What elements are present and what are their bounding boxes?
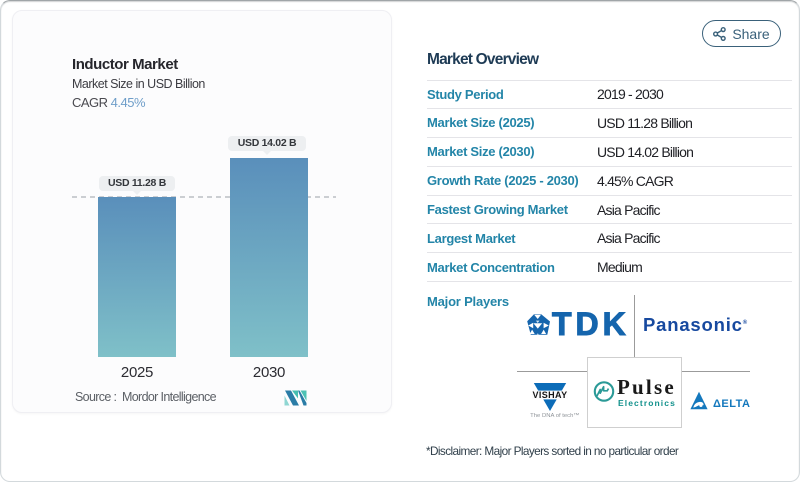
svg-text:VISHAY: VISHAY	[532, 390, 567, 400]
